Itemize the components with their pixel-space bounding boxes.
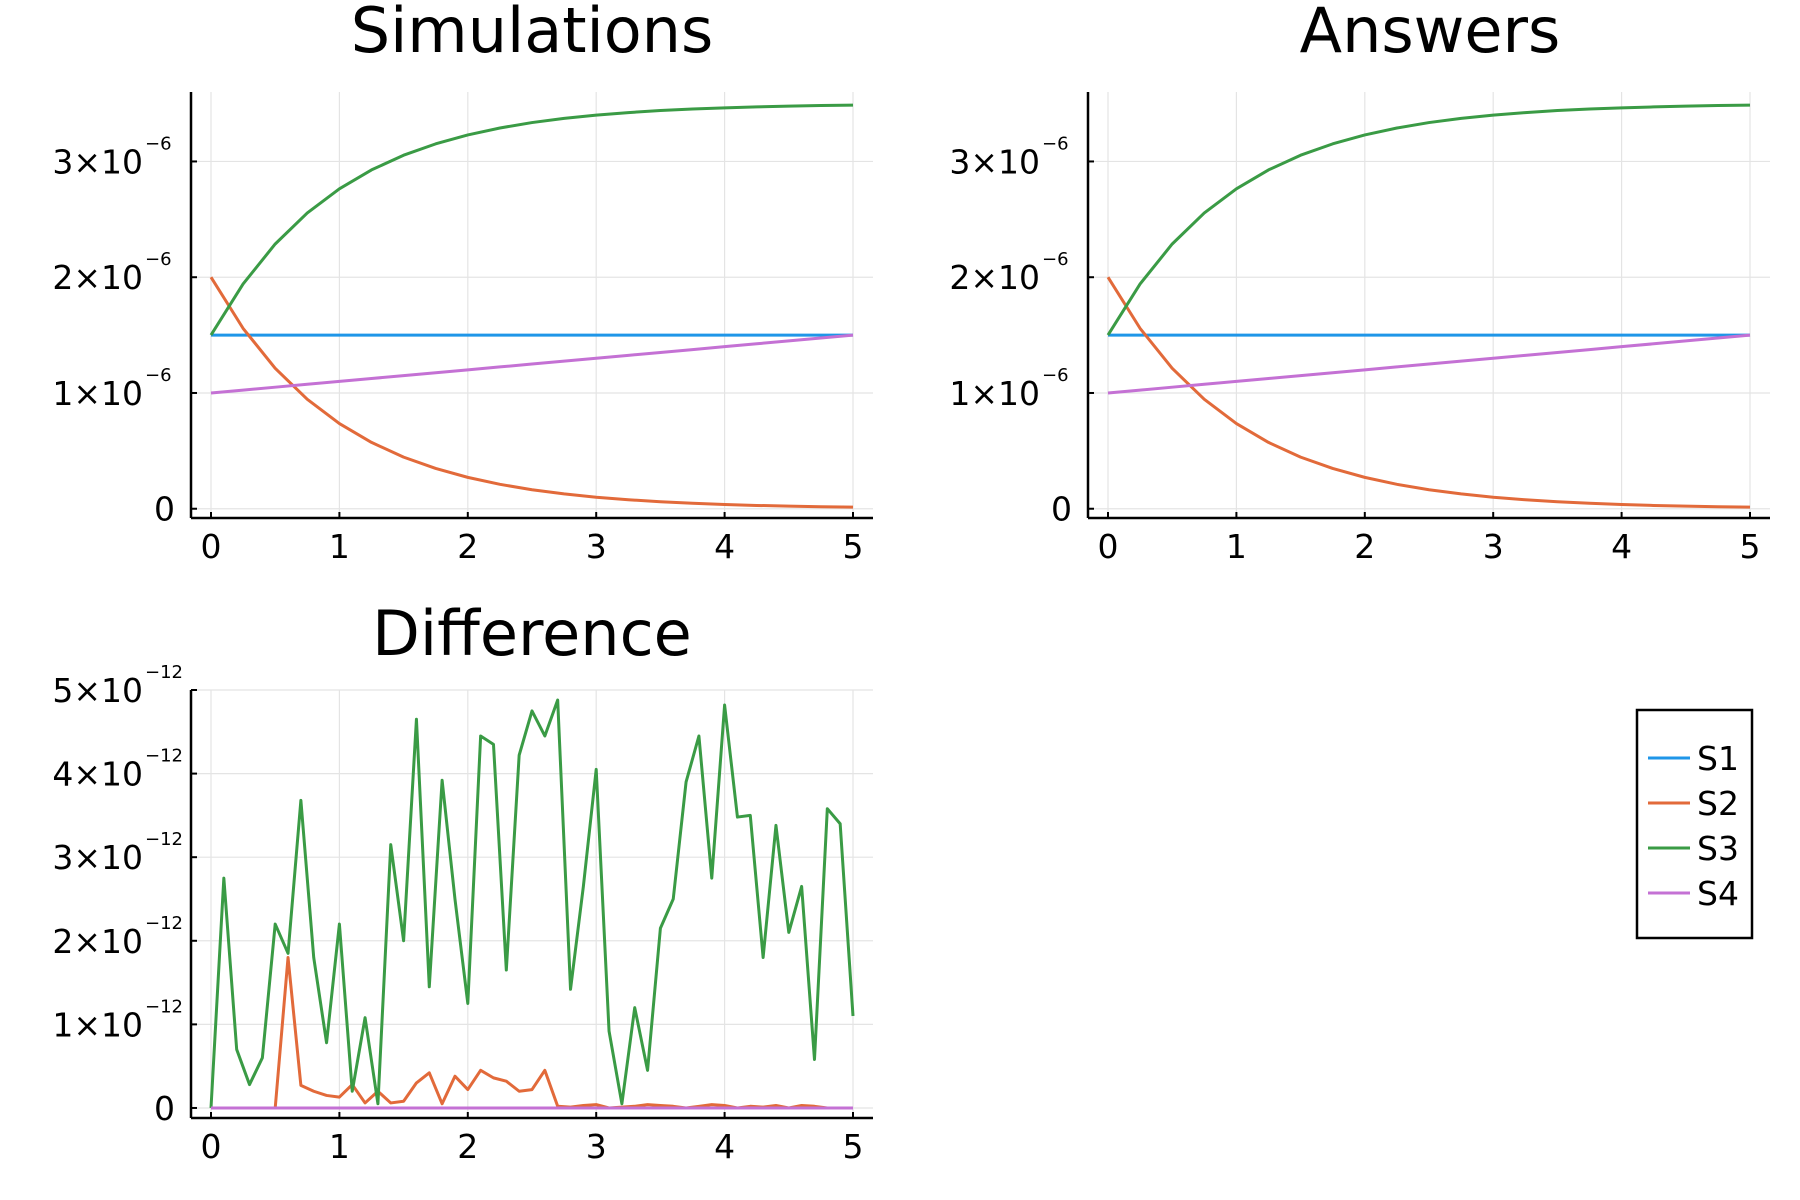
y-tick-label: 2×10 [52,258,143,297]
y-tick-label: 2×10 [52,922,143,961]
x-tick-label: 2 [457,527,478,566]
series-line-s3 [209,103,854,336]
series-line-s2 [1106,276,1751,509]
panel-title: Difference [372,597,692,670]
y-tick-exponent: −6 [1042,133,1069,154]
legend-label-s1: S1 [1697,739,1739,778]
x-tick-label: 1 [1226,527,1247,566]
panel-answers: Answers 0 1 2 3 4 501×10 −62×10 −63×10 −6 [949,0,1770,566]
legend-label-s2: S2 [1697,784,1739,823]
y-tick-label: 4×10 [52,755,143,794]
panel-title: Simulations [351,0,714,67]
legend-item-s1: S1 [1648,739,1739,778]
x-tick-label: 0 [201,527,222,566]
y-tick-exponent: −6 [145,133,172,154]
y-tick-exponent: −6 [145,249,172,270]
series-line-s4 [1107,333,1751,395]
y-tick-exponent: −12 [145,996,183,1017]
x-tick-label: 1 [329,1127,350,1166]
series-line-s4 [210,333,854,395]
grid [191,92,873,518]
y-tick-label: 3×10 [52,142,143,181]
panel-difference: Difference 0 1 2 3 4 501×10 −122×10 −123×10 −124… [52,597,873,1166]
y-tick-label: 0 [154,490,175,529]
series-line-s3 [209,698,855,1109]
y-tick-label: 3×10 [949,142,1040,181]
y-tick-exponent: −12 [145,746,183,767]
panel-title: Answers [1300,0,1561,67]
series-line-s2 [209,276,854,509]
x-tick-label: 3 [586,527,607,566]
x-tick-label: 0 [1098,527,1119,566]
y-tick-label: 2×10 [949,258,1040,297]
y-tick-exponent: −12 [145,662,183,683]
y-tick-label: 0 [154,1089,175,1128]
x-tick-label: 1 [329,527,350,566]
x-tick-label: 0 [201,1127,222,1166]
x-tick-label: 5 [843,527,864,566]
legend: S1 S2 S3 S4 [1635,708,1754,940]
x-tick-label: 3 [586,1127,607,1166]
y-tick-exponent: −6 [1042,249,1069,270]
legend-box [1635,708,1754,940]
y-tick-label: 1×10 [52,374,143,413]
x-tick-label: 4 [714,527,735,566]
y-tick-label: 0 [1051,490,1072,529]
x-tick-label: 2 [1354,527,1375,566]
y-tick-exponent: −6 [1042,365,1069,386]
x-tick-label: 4 [1611,527,1632,566]
legend-item-s3: S3 [1648,829,1739,868]
x-tick-label: 4 [714,1127,735,1166]
x-tick-label: 3 [1483,527,1504,566]
grid [1088,92,1770,518]
x-tick-label: 5 [843,1127,864,1166]
y-tick-label: 1×10 [949,374,1040,413]
y-tick-exponent: −12 [145,829,183,850]
panel-simulations: Simulations 0 1 2 3 4 501×10 −62×10 −63×10 −6 [52,0,873,566]
y-tick-label: 3×10 [52,838,143,877]
x-tick-label: 5 [1740,527,1761,566]
y-tick-exponent: −12 [145,913,183,934]
legend-item-s4: S4 [1648,874,1739,913]
x-tick-label: 2 [457,1127,478,1166]
y-tick-label: 1×10 [52,1005,143,1044]
legend-label-s3: S3 [1697,829,1739,868]
series-line-s3 [1106,103,1751,336]
legend-label-s4: S4 [1697,874,1739,913]
y-tick-label: 5×10 [52,671,143,710]
legend-item-s2: S2 [1648,784,1739,823]
y-tick-exponent: −6 [145,365,172,386]
